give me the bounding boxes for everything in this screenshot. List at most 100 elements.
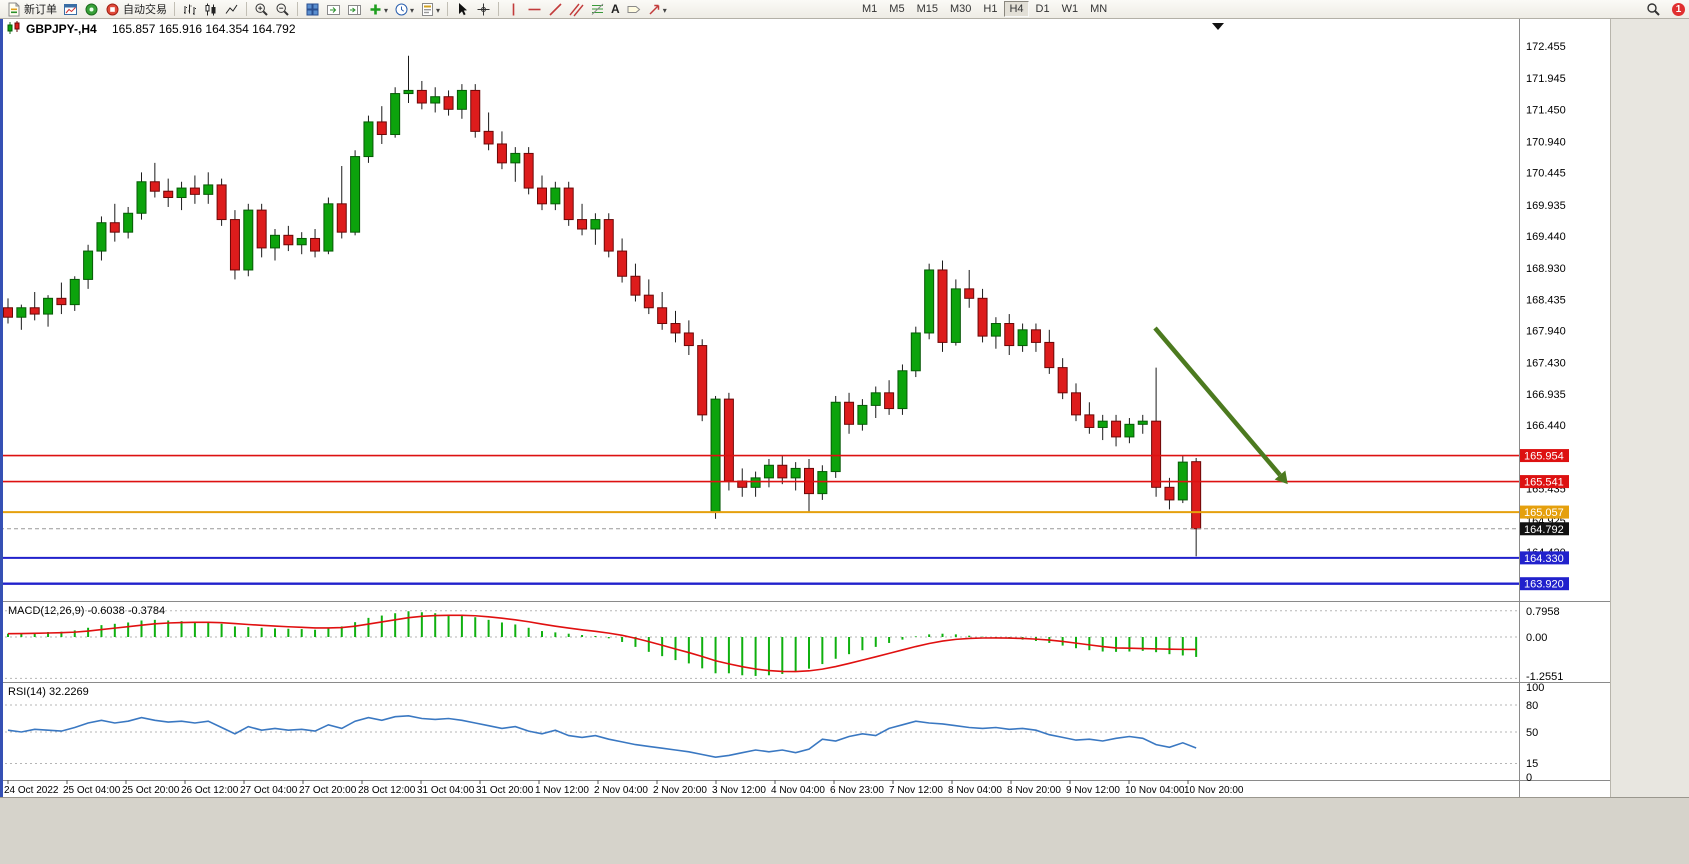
candle-body [563,187,574,221]
templates-button[interactable] [418,1,442,18]
rsi-level-100: 100 [1526,682,1544,694]
candle-body [617,250,628,277]
rsi-level-80: 80 [1526,700,1538,712]
chart-shift-button[interactable] [345,1,364,18]
zoom-in-button[interactable] [252,1,271,18]
candle-body [443,96,454,110]
date-label: 1 Nov 12:00 [535,785,589,796]
candle-body [69,278,80,306]
data-window-icon [84,2,99,17]
candle-body [1044,341,1055,369]
tile-windows-button[interactable] [303,1,322,18]
candle-body [964,288,975,299]
zoom-out-button[interactable] [273,1,292,18]
candle-body [910,332,921,372]
timeframe-m30[interactable]: M30 [949,3,972,15]
auto-scroll-button[interactable] [324,1,343,18]
search-button[interactable] [1644,1,1663,18]
data-window-button[interactable] [82,1,101,18]
price-chart[interactable]: 172.455 171.945 171.450 170.940 170.445 169.9… [0,19,1610,797]
price-badge-label: 163.920 [1524,579,1564,591]
text-tool[interactable]: A [609,1,622,18]
candle-body [149,181,160,192]
candle-body [323,203,334,252]
trendline-tool[interactable] [546,1,565,18]
candle-body [310,237,321,252]
fibonacci-icon [590,2,605,17]
price-badge [1520,505,1569,519]
toolbar-separator [174,2,175,16]
candle-body [1151,420,1162,488]
candle-body [83,250,94,280]
candle-body [3,307,13,318]
candle-body [456,89,467,110]
rsi-label: RSI(14) 32.2269 [8,686,89,698]
candle-body [577,219,588,230]
chart-profile-button[interactable] [61,1,80,18]
indicators-button[interactable] [366,1,390,18]
text-label-icon [626,2,641,17]
trend-arrow[interactable] [1153,326,1282,477]
timeframe-m1[interactable]: M1 [862,3,878,15]
svg-text:169.935: 169.935 [1526,200,1566,212]
candle-body [870,392,881,406]
vertical-line-tool[interactable] [504,1,523,18]
candle-body [897,370,908,410]
candle-body [43,297,54,315]
candle-body [884,392,895,410]
chevron-down-icon [409,0,414,18]
timeframe-mn[interactable]: MN [1090,3,1108,15]
date-label: 31 Oct 20:00 [476,785,534,796]
candlestick-chart-button[interactable] [201,1,220,18]
timeframe-w1[interactable]: W1 [1061,3,1079,15]
candle-body [857,404,868,425]
candle-body [1164,486,1175,501]
candle-body [1004,323,1015,347]
date-label: 27 Oct 04:00 [240,785,298,796]
arrows-tool[interactable] [645,1,669,18]
crosshair-icon [476,2,491,17]
crosshair-button[interactable] [474,1,493,18]
price-badge-label: 165.057 [1524,507,1564,519]
candle-body [510,152,521,164]
horizontal-line-tool[interactable] [525,1,544,18]
candle-body [844,401,855,425]
trendline-icon [548,2,563,17]
line-chart-button[interactable] [222,1,241,18]
timeframe-d1[interactable]: D1 [1035,3,1050,15]
candle-body [537,187,547,205]
bars-chart-button[interactable] [180,1,199,18]
date-label: 4 Nov 04:00 [771,785,825,796]
chart-shift-marker[interactable] [1212,23,1224,30]
candle-body [1084,414,1095,428]
candle-body [1137,420,1148,425]
cursor-button[interactable] [453,1,472,18]
timeframe-group: M1 M5 M15 M30 H1 H4 D1 W1 MN [856,1,1113,17]
date-label: 10 Nov 04:00 [1125,785,1185,796]
candle-body [1071,392,1081,416]
timeframe-h1[interactable]: H1 [983,3,998,15]
candle-body [350,156,361,233]
timeframe-h4[interactable]: H4 [1004,1,1029,17]
price-badge [1520,551,1569,565]
candle-body [550,187,561,205]
new-order-button[interactable]: 新订单 [4,1,59,18]
text-label-tool[interactable] [624,1,643,18]
notification-badge[interactable]: 1 [1672,3,1685,16]
line-chart-icon [224,2,239,17]
rsi-level-15: 15 [1526,758,1538,770]
candle-body [376,121,387,136]
chart-canvas[interactable]: 172.455 171.945 171.450 170.940 170.445 169.9… [0,19,1610,797]
fibonacci-tool[interactable] [588,1,607,18]
channel-tool[interactable] [567,1,586,18]
rsi-line [7,714,1197,759]
candle-body [483,130,494,145]
autotrading-button[interactable]: 自动交易 [103,1,169,18]
new-order-label: 新订单 [24,4,57,16]
candle-body [924,269,935,334]
timeframe-m5[interactable]: M5 [889,3,905,15]
candle-body [937,269,948,343]
timeframe-m15[interactable]: M15 [916,3,938,15]
chart-window-icon [63,2,78,17]
periods-button[interactable] [392,1,416,18]
